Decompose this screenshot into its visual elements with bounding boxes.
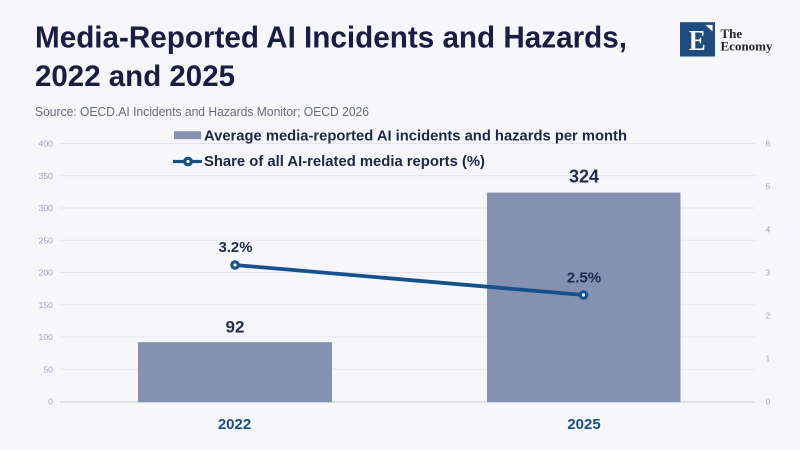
- svg-text:5: 5: [766, 182, 771, 192]
- svg-text:6: 6: [766, 139, 771, 149]
- svg-text:100: 100: [39, 332, 54, 342]
- svg-text:324: 324: [569, 167, 599, 187]
- svg-text:Source: OECD.AI Incidents and: Source: OECD.AI Incidents and Hazards Mo…: [35, 105, 369, 119]
- svg-text:250: 250: [39, 235, 54, 245]
- svg-text:4: 4: [766, 225, 771, 235]
- svg-text:3: 3: [766, 268, 771, 278]
- svg-text:350: 350: [39, 171, 54, 181]
- svg-text:1: 1: [766, 354, 771, 364]
- svg-text:92: 92: [226, 318, 245, 337]
- svg-text:400: 400: [39, 139, 54, 149]
- svg-text:0: 0: [48, 397, 53, 407]
- svg-text:300: 300: [39, 203, 54, 213]
- svg-text:0: 0: [766, 397, 771, 407]
- svg-text:50: 50: [43, 364, 53, 374]
- svg-text:150: 150: [39, 300, 54, 310]
- svg-text:Economy: Economy: [721, 39, 774, 54]
- svg-text:2025: 2025: [567, 416, 600, 433]
- svg-text:2: 2: [766, 311, 771, 321]
- svg-text:2022 and 2025: 2022 and 2025: [35, 60, 235, 93]
- svg-text:2022: 2022: [218, 416, 251, 433]
- svg-text:200: 200: [39, 268, 54, 278]
- svg-text:Share of all AI-related media: Share of all AI-related media reports (%…: [204, 154, 485, 170]
- svg-text:Average media-reported AI inci: Average media-reported AI incidents and …: [204, 129, 627, 145]
- svg-text:Media-Reported AI Incidents an: Media-Reported AI Incidents and Hazards,: [35, 20, 627, 55]
- svg-text:3.2%: 3.2%: [219, 240, 253, 256]
- svg-text:The: The: [721, 26, 743, 41]
- svg-text:E: E: [689, 26, 706, 57]
- svg-text:2.5%: 2.5%: [567, 271, 602, 287]
